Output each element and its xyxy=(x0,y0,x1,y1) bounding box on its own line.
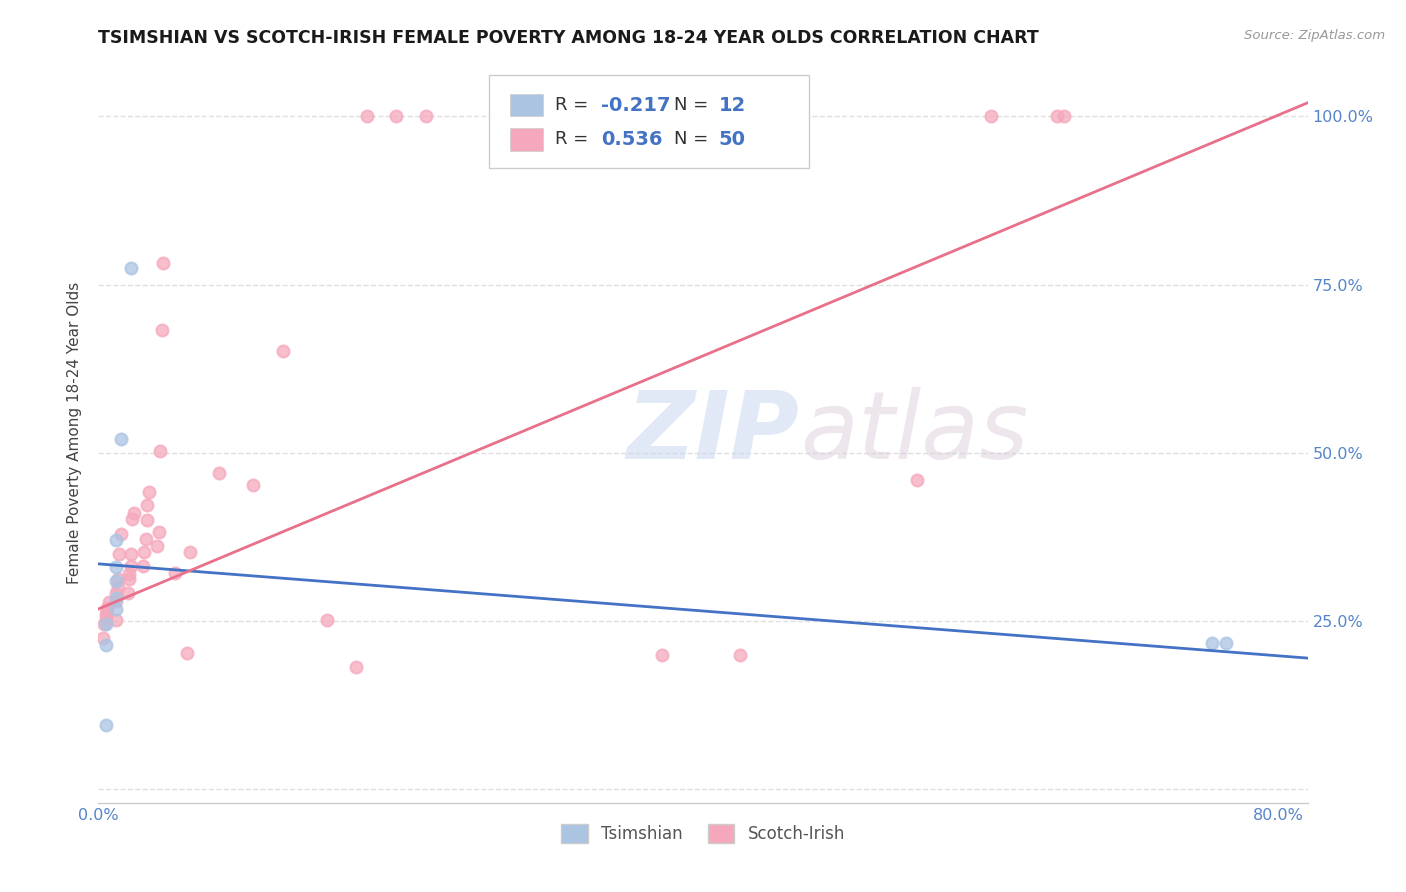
Point xyxy=(385,109,408,123)
Point xyxy=(1201,635,1223,649)
Text: 12: 12 xyxy=(718,95,747,115)
Point xyxy=(356,109,378,123)
Point xyxy=(148,525,170,540)
Text: N =: N = xyxy=(673,130,714,148)
Point xyxy=(96,600,118,615)
Point xyxy=(176,646,198,660)
Point xyxy=(107,572,129,586)
Point xyxy=(105,594,128,608)
Text: TSIMSHIAN VS SCOTCH-IRISH FEMALE POVERTY AMONG 18-24 YEAR OLDS CORRELATION CHART: TSIMSHIAN VS SCOTCH-IRISH FEMALE POVERTY… xyxy=(98,29,1039,47)
Point xyxy=(108,547,131,561)
Legend: Tsimshian, Scotch-Irish: Tsimshian, Scotch-Irish xyxy=(554,817,852,850)
Point xyxy=(150,323,173,337)
Point xyxy=(138,484,160,499)
Point xyxy=(346,660,368,674)
Point xyxy=(105,613,128,627)
Point xyxy=(415,109,437,123)
Point xyxy=(120,558,142,573)
Point xyxy=(1215,635,1237,649)
Point xyxy=(118,572,141,586)
Point xyxy=(120,260,142,275)
Text: -0.217: -0.217 xyxy=(602,95,671,115)
Point xyxy=(503,109,526,123)
Point xyxy=(94,607,117,622)
Text: ZIP: ZIP xyxy=(627,386,800,479)
Point xyxy=(118,566,141,581)
Point xyxy=(97,595,120,609)
Point xyxy=(146,539,169,553)
Point xyxy=(94,617,117,632)
Bar xyxy=(509,95,543,117)
Point xyxy=(136,498,159,512)
Point xyxy=(179,545,201,559)
Point xyxy=(134,545,156,559)
Point xyxy=(1046,109,1069,123)
Point xyxy=(94,611,117,625)
Point xyxy=(91,631,114,645)
Point xyxy=(107,581,129,595)
Y-axis label: Female Poverty Among 18-24 Year Olds: Female Poverty Among 18-24 Year Olds xyxy=(66,282,82,583)
Point xyxy=(105,602,128,616)
Point xyxy=(110,433,132,447)
Point xyxy=(96,604,118,618)
Point xyxy=(149,444,172,458)
Point xyxy=(105,533,128,548)
Point xyxy=(131,558,153,573)
Point xyxy=(980,109,1002,123)
Point xyxy=(94,718,117,732)
Text: Source: ZipAtlas.com: Source: ZipAtlas.com xyxy=(1244,29,1385,42)
Point xyxy=(316,613,339,627)
Point xyxy=(94,638,117,652)
Point xyxy=(110,526,132,541)
Point xyxy=(165,566,187,580)
Point xyxy=(135,532,157,546)
Point xyxy=(1053,109,1076,123)
Point xyxy=(136,513,159,527)
Bar xyxy=(509,128,543,151)
FancyBboxPatch shape xyxy=(489,75,810,168)
Point xyxy=(122,507,145,521)
Point xyxy=(905,473,928,487)
Point xyxy=(152,256,174,270)
Text: atlas: atlas xyxy=(800,387,1028,478)
Text: N =: N = xyxy=(673,96,714,114)
Point xyxy=(728,648,751,662)
Point xyxy=(117,586,139,600)
Text: 0.536: 0.536 xyxy=(602,130,664,149)
Point xyxy=(105,560,128,574)
Text: 50: 50 xyxy=(718,130,745,149)
Point xyxy=(105,591,128,605)
Point xyxy=(93,617,115,632)
Point xyxy=(105,586,128,600)
Text: R =: R = xyxy=(555,130,595,148)
Text: R =: R = xyxy=(555,96,595,114)
Point xyxy=(271,343,294,358)
Point xyxy=(120,547,142,561)
Point xyxy=(121,512,143,526)
Point xyxy=(651,648,673,662)
Point xyxy=(242,478,264,492)
Point xyxy=(105,574,128,588)
Point xyxy=(208,466,231,480)
